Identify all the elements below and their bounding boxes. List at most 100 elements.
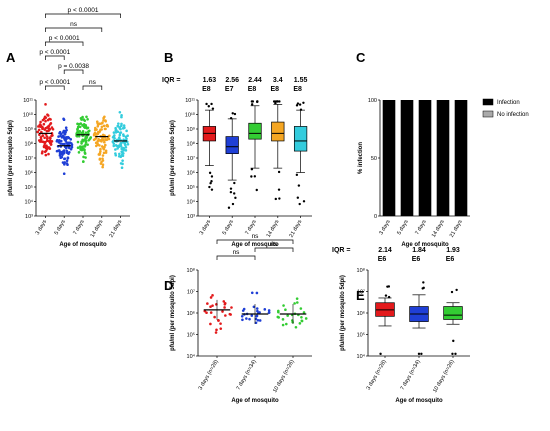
data-point — [77, 122, 81, 126]
data-point — [88, 137, 92, 140]
data-point — [77, 130, 81, 134]
data-point — [120, 122, 123, 126]
data-point — [47, 152, 50, 156]
data-point — [39, 137, 43, 141]
data-point — [102, 119, 105, 122]
data-point — [99, 139, 103, 142]
outlier-point — [253, 175, 257, 178]
y-tick-label: 10⁵ — [357, 332, 365, 339]
data-point — [211, 304, 214, 307]
outlier-point — [231, 202, 235, 206]
iqr-unit: E8 — [293, 86, 302, 93]
outlier-point — [209, 182, 212, 185]
y-tick-label: 10⁵ — [187, 184, 195, 191]
box — [443, 306, 463, 320]
y-tick-label: 10⁹ — [25, 126, 33, 133]
significance-label: p < 0.0001 — [39, 79, 70, 86]
y-axis-title: % infection — [358, 142, 364, 174]
data-point — [41, 134, 44, 138]
data-point — [102, 147, 106, 151]
data-point — [48, 136, 51, 139]
y-tick-label: 10⁷ — [357, 289, 365, 296]
data-point — [42, 122, 46, 126]
outlier-point — [452, 339, 455, 343]
x-tick-label: 3 days (n=28) — [198, 359, 220, 391]
panel-label-e: E — [356, 288, 365, 303]
data-point — [112, 135, 116, 138]
bar-infection — [400, 100, 414, 216]
data-point — [104, 127, 107, 131]
data-point — [213, 315, 216, 319]
significance-label: ns — [252, 233, 260, 240]
data-point — [302, 311, 306, 314]
data-point — [84, 140, 88, 144]
data-point — [254, 321, 258, 325]
data-point — [62, 149, 66, 152]
y-tick-label: 10⁴ — [187, 199, 196, 206]
panel-label-b: B — [164, 50, 173, 65]
data-point — [94, 128, 98, 131]
data-point — [250, 314, 254, 317]
data-point — [62, 151, 66, 154]
iqr-value: 1.93 — [446, 247, 460, 254]
data-point — [104, 149, 108, 153]
data-point — [230, 306, 233, 309]
data-point — [114, 152, 117, 155]
data-point — [92, 132, 96, 136]
outlier-point — [272, 100, 276, 103]
outlier-point — [422, 281, 425, 284]
data-point — [63, 142, 66, 146]
data-point — [84, 135, 87, 139]
significance-label: ns — [70, 21, 78, 28]
x-tick-label: 7 days — [414, 219, 427, 236]
data-point — [100, 122, 103, 125]
legend-swatch — [482, 110, 494, 118]
outlier-point — [297, 184, 301, 187]
data-point — [209, 305, 212, 308]
data-point — [284, 308, 287, 311]
data-point — [57, 149, 61, 152]
outlier-point — [207, 105, 210, 108]
data-point — [209, 311, 213, 314]
outlier-point — [205, 102, 208, 106]
data-point — [97, 138, 100, 142]
outlier-point — [208, 185, 211, 189]
outlier-point — [278, 100, 281, 103]
significance-bracket — [45, 55, 65, 60]
outlier-point — [233, 112, 237, 116]
data-point — [300, 319, 304, 323]
data-point — [118, 131, 122, 135]
data-point — [46, 113, 49, 116]
data-point — [125, 129, 128, 133]
y-tick-label: 10¹⁰ — [23, 112, 34, 119]
data-point — [120, 166, 124, 170]
x-tick-label: 10 days (n=26) — [272, 359, 296, 394]
data-point — [219, 327, 223, 330]
bar-infection — [418, 100, 432, 216]
data-point — [120, 147, 124, 151]
x-axis-title: Age of mosquito — [395, 398, 443, 404]
data-point — [81, 115, 84, 119]
panel-a: A 10³ 10⁴ 10⁵ 10⁶ 10⁷ 10⁸ 10⁹ 10¹⁰ 10¹¹ 3 days 5 da… — [6, 7, 130, 248]
data-point — [101, 154, 105, 157]
x-tick-label: 7 days — [72, 219, 85, 236]
data-point — [107, 137, 111, 141]
iqr-unit: E8 — [248, 86, 257, 93]
x-tick-label: 7 days (n=34) — [236, 359, 258, 391]
x-tick-label: 5 days — [54, 219, 67, 236]
data-point — [82, 160, 85, 163]
data-point — [69, 138, 73, 141]
outlier-point — [274, 102, 277, 105]
data-point — [83, 119, 87, 122]
y-tick-label: 10⁴ — [187, 353, 196, 360]
iqr-value: 2.56 — [225, 77, 239, 84]
outlier-point — [379, 352, 382, 356]
data-point — [93, 137, 97, 141]
data-point — [106, 124, 109, 127]
data-point — [63, 137, 66, 140]
x-tick-label: 7 days (n=34) — [400, 359, 422, 391]
data-point — [100, 160, 103, 164]
data-point — [45, 139, 49, 142]
y-axis-title: pfu/ml (per mosquito 5dpi) — [8, 120, 14, 196]
significance-bracket — [45, 41, 84, 46]
